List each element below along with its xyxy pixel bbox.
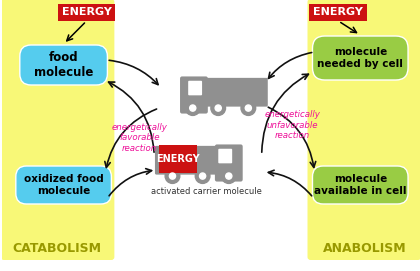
Text: ANABOLISM: ANABOLISM	[323, 241, 407, 254]
Text: ENERGY: ENERGY	[62, 7, 111, 17]
FancyArrowPatch shape	[109, 60, 158, 85]
Circle shape	[215, 105, 221, 111]
Text: energetically
favorable
reaction: energetically favorable reaction	[111, 123, 167, 153]
Circle shape	[165, 169, 180, 183]
Circle shape	[200, 173, 206, 179]
Text: ENERGY: ENERGY	[156, 154, 200, 164]
FancyBboxPatch shape	[1, 0, 114, 260]
Bar	[58, 4, 116, 21]
Circle shape	[241, 101, 256, 115]
Text: oxidized food
molecule: oxidized food molecule	[24, 174, 103, 196]
FancyBboxPatch shape	[201, 78, 268, 107]
Text: CATABOLISM: CATABOLISM	[12, 241, 101, 254]
Text: molecule
needed by cell: molecule needed by cell	[318, 47, 403, 69]
FancyArrowPatch shape	[109, 169, 152, 196]
FancyBboxPatch shape	[218, 149, 232, 163]
FancyBboxPatch shape	[312, 166, 408, 204]
Circle shape	[211, 101, 226, 115]
FancyBboxPatch shape	[312, 36, 408, 80]
FancyBboxPatch shape	[188, 81, 202, 95]
Circle shape	[190, 105, 196, 111]
FancyBboxPatch shape	[20, 45, 108, 85]
FancyBboxPatch shape	[180, 76, 208, 114]
FancyBboxPatch shape	[155, 146, 222, 175]
FancyBboxPatch shape	[307, 0, 420, 260]
Text: activated carrier molecule: activated carrier molecule	[150, 188, 261, 196]
Text: ENERGY: ENERGY	[313, 7, 363, 17]
FancyArrowPatch shape	[268, 107, 316, 167]
Text: molecule
available in cell: molecule available in cell	[314, 174, 407, 196]
FancyArrowPatch shape	[268, 170, 312, 196]
Circle shape	[185, 101, 200, 115]
FancyArrowPatch shape	[262, 74, 308, 152]
FancyBboxPatch shape	[16, 166, 111, 204]
Text: energetically
unfavorable
reaction: energetically unfavorable reaction	[265, 110, 320, 140]
FancyArrowPatch shape	[105, 109, 157, 167]
Circle shape	[169, 173, 176, 179]
FancyBboxPatch shape	[215, 144, 243, 182]
Circle shape	[195, 169, 210, 183]
Text: food
molecule: food molecule	[34, 51, 93, 79]
FancyArrowPatch shape	[268, 53, 312, 78]
FancyArrowPatch shape	[109, 82, 154, 152]
Circle shape	[245, 105, 252, 111]
Circle shape	[221, 169, 236, 183]
Bar	[310, 4, 367, 21]
Bar	[159, 145, 197, 173]
Circle shape	[226, 173, 232, 179]
